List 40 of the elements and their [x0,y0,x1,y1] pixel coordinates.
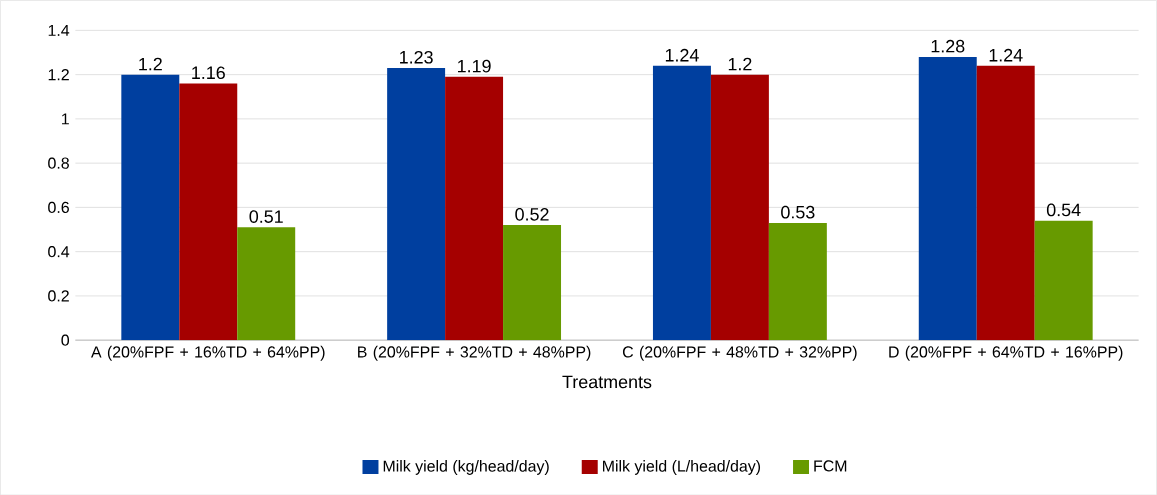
bar [445,76,504,340]
data-label: 1.16 [192,66,225,79]
bar [503,224,562,340]
y-tick-label: 1 [62,113,69,125]
data-label: 0.54 [1046,203,1081,217]
data-label: 1.19 [458,59,491,73]
data-label: 1.24 [665,48,699,62]
data-label: 1.24 [989,48,1023,62]
y-tick-label: 0.8 [48,157,69,169]
x-tick-label: C (20%FPF + 48%TD + 32%PP) [622,345,857,361]
bar [652,65,711,340]
bar [387,67,446,340]
bar [237,227,296,340]
y-tick-label: 1.2 [48,68,69,80]
data-label: 1.2 [139,57,162,71]
bar [976,65,1035,340]
x-tick-label: A (20%FPF + 16%TD + 64%PP) [91,345,325,361]
x-tick-label: D (20%FPF + 64%TD + 16%PP) [889,345,1123,361]
bar [121,74,180,340]
x-tick-label: B (20%FPF + 32%TD + 48%PP) [358,345,591,361]
bar [710,74,769,340]
y-tick-label: 0.6 [48,201,69,213]
bar [768,222,827,340]
y-tick-label: 1.4 [48,24,70,36]
data-label: 0.52 [515,207,549,221]
data-label: 1.23 [400,50,433,64]
legend-label: FCM [814,460,847,472]
legend-label: Milk yield (L/head/day) [603,459,761,475]
data-label: 0.51 [249,210,283,223]
data-label: 0.53 [781,205,815,219]
bar [918,56,977,340]
legend-label: Milk yield (kg/head/day) [383,459,549,475]
bar [179,83,238,340]
y-tick-label: 0 [61,334,70,346]
data-label: 1.28 [931,39,965,53]
data-label: 1.2 [728,57,752,71]
x-axis-title: Treatments [562,375,652,389]
y-tick-label: 0.2 [48,290,69,302]
y-tick-label: 0.4 [48,245,70,258]
bar [1034,220,1093,340]
